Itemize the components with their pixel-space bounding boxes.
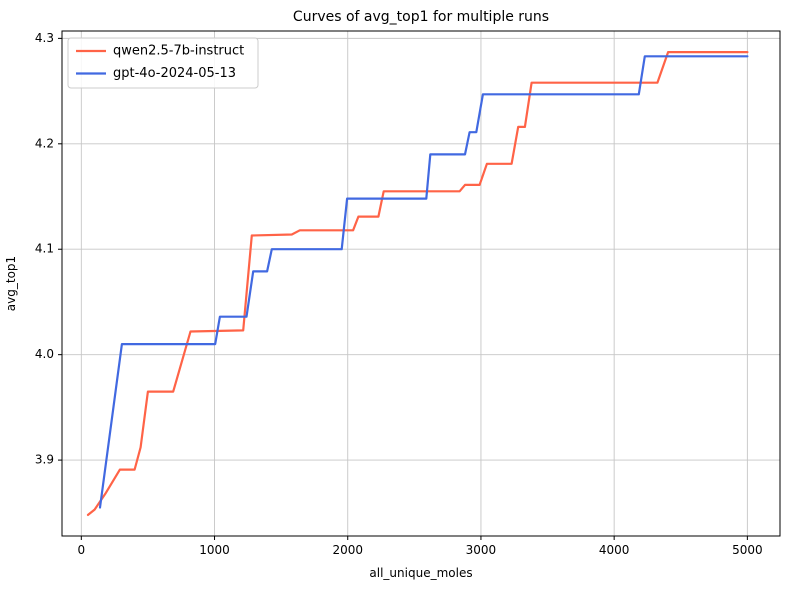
plot-area bbox=[62, 31, 780, 536]
x-tick-label-1: 1000 bbox=[199, 543, 230, 557]
y-tick-label-4: 4.3 bbox=[35, 31, 54, 45]
y-axis-label: avg_top1 bbox=[4, 256, 18, 311]
x-tick-label-5: 5000 bbox=[732, 543, 763, 557]
x-tick-label-2: 2000 bbox=[332, 543, 363, 557]
x-axis-label: all_unique_moles bbox=[369, 566, 472, 580]
y-tick-label-1: 4.0 bbox=[35, 347, 54, 361]
y-tick-label-0: 3.9 bbox=[35, 453, 54, 467]
chart-title: Curves of avg_top1 for multiple runs bbox=[293, 9, 549, 25]
x-tick-label-3: 3000 bbox=[466, 543, 497, 557]
axes-spines bbox=[61, 30, 781, 537]
y-tick-label-3: 4.2 bbox=[35, 136, 54, 150]
legend-label-0: qwen2.5-7b-instruct bbox=[113, 44, 244, 59]
y-tick-label-2: 4.1 bbox=[35, 242, 54, 256]
x-tick-label-0: 0 bbox=[77, 543, 85, 557]
legend-box bbox=[67, 37, 259, 89]
series-line-0 bbox=[86, 50, 749, 517]
legend-label-1: gpt-4o-2024-05-13 bbox=[113, 66, 236, 81]
x-tick-label-4: 4000 bbox=[599, 543, 630, 557]
series-line-1 bbox=[98, 55, 749, 509]
legend: qwen2.5-7b-instruct gpt-4o-2024-05-13 bbox=[67, 37, 259, 89]
